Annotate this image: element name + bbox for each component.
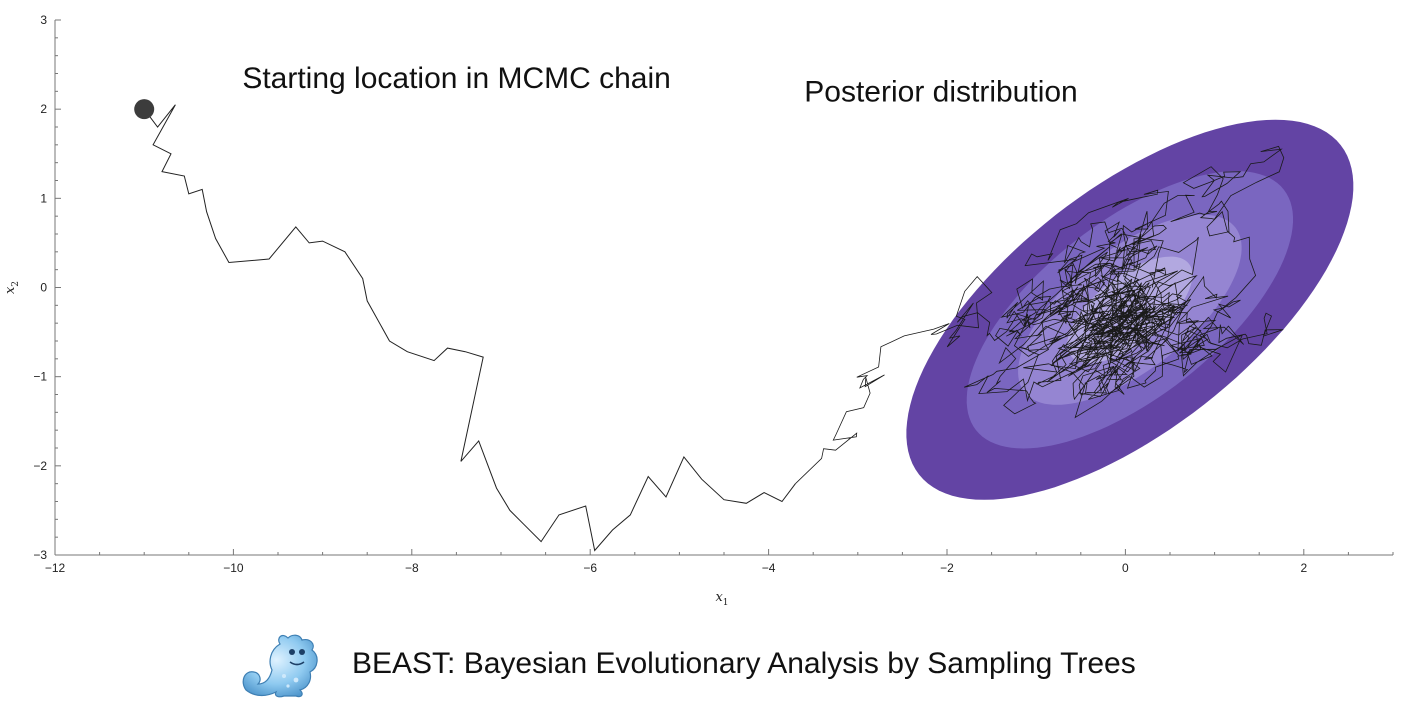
- x-tick-label: −8: [405, 561, 419, 575]
- burn-in-path: [143, 104, 796, 552]
- y-axis-label-sub: 2: [11, 281, 21, 287]
- beast-mascot-icon: [242, 634, 318, 698]
- y-tick-label: −2: [33, 459, 47, 473]
- y-tick-label: 1: [40, 191, 47, 205]
- x-tick-label: −4: [762, 561, 776, 575]
- annotations: Starting location in MCMC chain Posterior…: [242, 62, 1077, 108]
- x-tick-label: 0: [1122, 561, 1129, 575]
- start-point-marker: [134, 99, 155, 120]
- annotation-posterior: Posterior distribution: [804, 75, 1077, 108]
- y-tick-label: 2: [40, 102, 47, 116]
- y-tick-label: −1: [33, 370, 47, 384]
- x-tick-label: −2: [940, 561, 954, 575]
- y-axis-label: x2: [3, 281, 21, 294]
- x-tick-label: −12: [45, 561, 66, 575]
- x-axis-label-sub: 1: [723, 598, 729, 608]
- annotation-start-location: Starting location in MCMC chain: [242, 62, 671, 95]
- x-axis-label: x1: [715, 590, 728, 608]
- x-tick-label: −6: [583, 561, 597, 575]
- footer: BEAST: Bayesian Evolutionary Analysis by…: [236, 626, 1136, 702]
- x-tick-label: 2: [1300, 561, 1307, 575]
- footer-caption: BEAST: Bayesian Evolutionary Analysis by…: [352, 647, 1136, 680]
- y-tick-label: 0: [40, 281, 47, 295]
- y-tick-label: −3: [33, 548, 47, 562]
- x-tick-label: −10: [223, 561, 244, 575]
- sampling-cloud-path: [795, 145, 1285, 484]
- sampling-cloud: [795, 145, 1285, 484]
- y-tick-label: 3: [40, 13, 47, 27]
- burn-in-path-group: [134, 99, 796, 552]
